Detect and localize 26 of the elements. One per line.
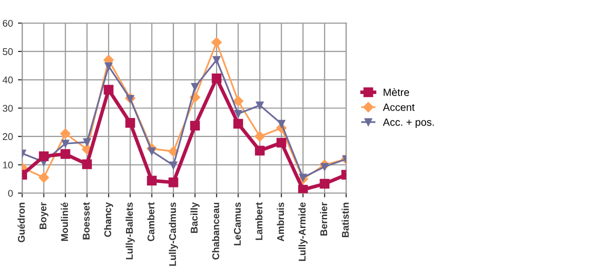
x-tick-label: Lully-Armide bbox=[298, 202, 308, 261]
x-tick-label: Ambruis bbox=[276, 202, 284, 242]
legend-label: Accent bbox=[382, 104, 415, 111]
y-tick-label: 0 bbox=[8, 190, 13, 197]
legend-label: Acc. + pos. bbox=[382, 118, 434, 128]
y-tick-label: 50 bbox=[2, 48, 13, 56]
x-tick-label: Guédron bbox=[18, 202, 25, 242]
y-tick-label: 60 bbox=[2, 20, 13, 27]
x-tick-label: LeCamus bbox=[234, 202, 241, 246]
x-tick-label: Batistin bbox=[342, 202, 349, 238]
x-tick-label: Cambert bbox=[147, 202, 154, 242]
x-tick-label: Lully-Cadmus bbox=[168, 202, 178, 266]
y-tick-label: 30 bbox=[2, 104, 13, 112]
x-tick-label: Boesset bbox=[82, 202, 90, 240]
x-tick-label: Lambert bbox=[255, 202, 262, 240]
x-tick-label: Moulinié bbox=[60, 202, 68, 241]
x-tick-label: Chabanceau bbox=[212, 202, 220, 260]
legend-label: Mètre bbox=[384, 88, 410, 96]
y-tick-label: 10 bbox=[3, 162, 13, 168]
x-tick-label: Lully-Ballets bbox=[126, 202, 135, 260]
y-tick-label: 40 bbox=[2, 76, 13, 84]
x-tick-label: Bacilly bbox=[190, 202, 200, 233]
x-tick-label: Chancy bbox=[104, 202, 114, 237]
x-tick-label: Boyer bbox=[40, 202, 48, 230]
y-tick-label: 20 bbox=[2, 133, 13, 140]
x-tick-label: Bernier bbox=[320, 202, 328, 236]
